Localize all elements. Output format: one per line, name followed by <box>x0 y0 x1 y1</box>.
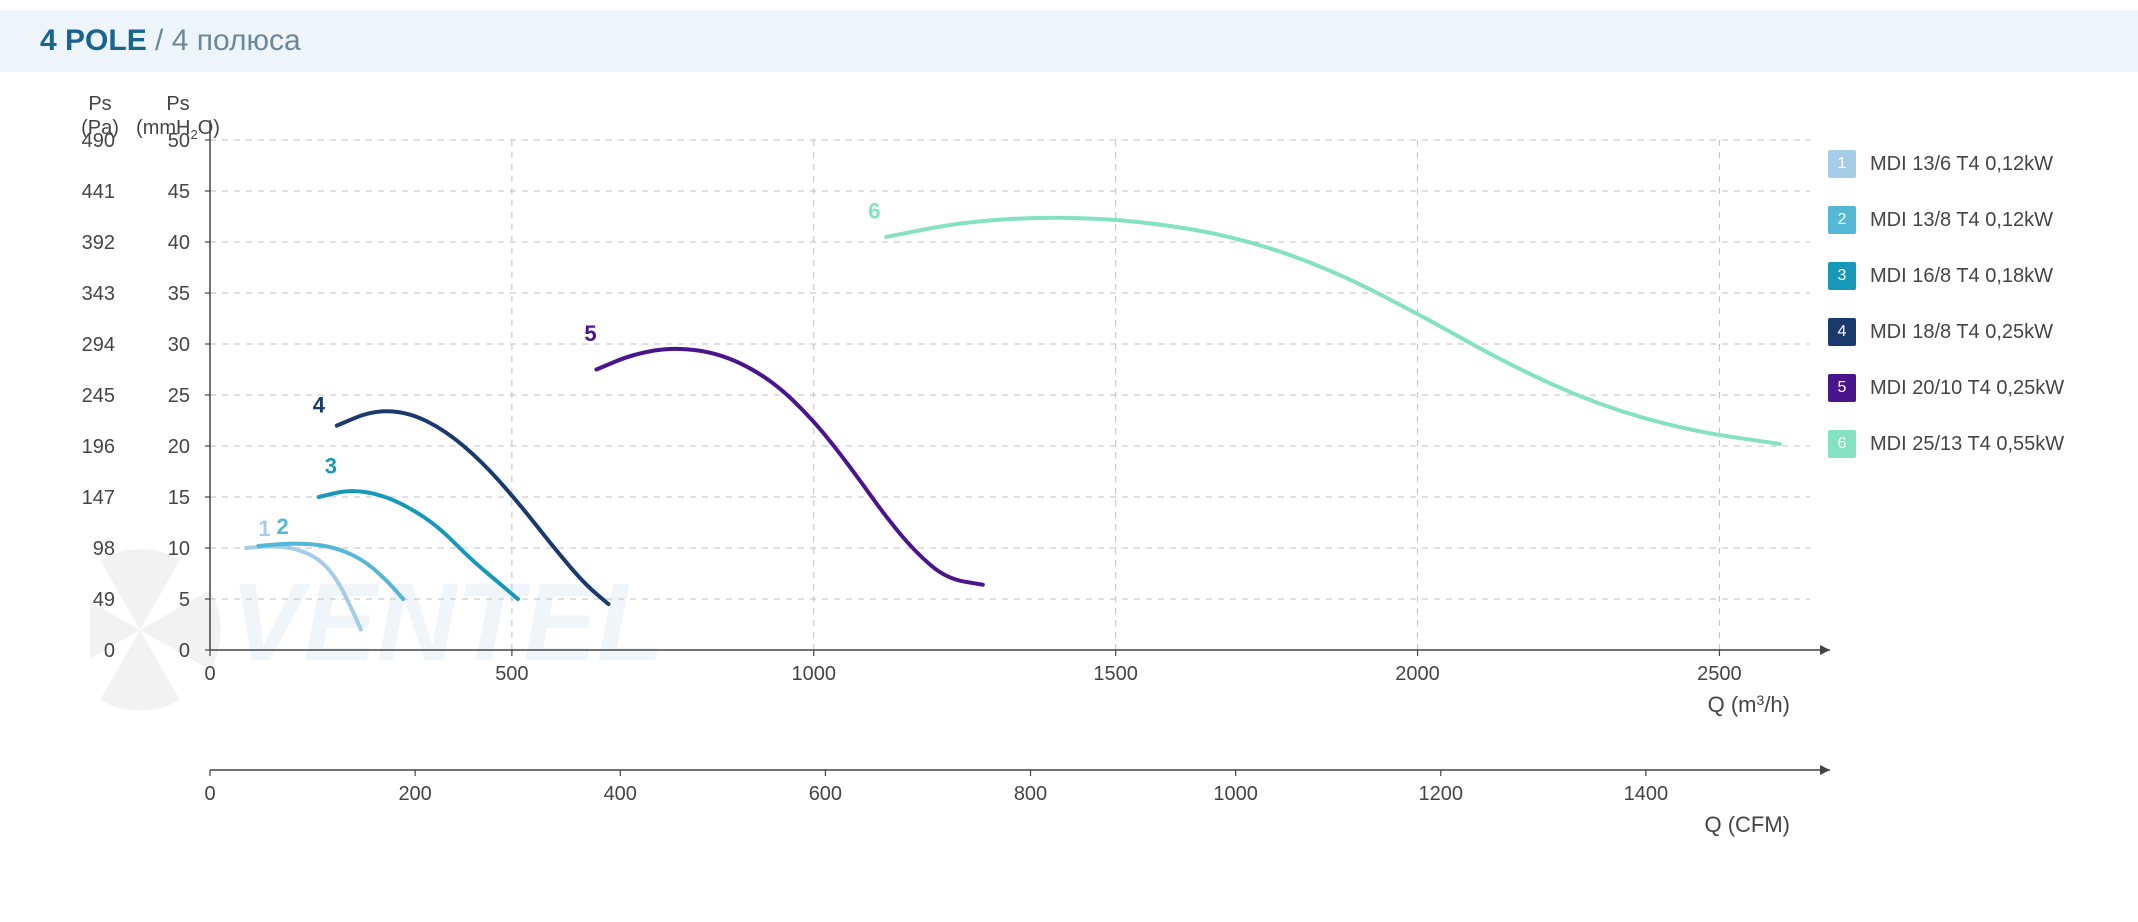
title-rest: 4 полюса <box>172 24 301 57</box>
legend: 1MDI 13/6 T4 0,12kW2MDI 13/8 T4 0,12kW3M… <box>1828 150 2108 486</box>
svg-text:98: 98 <box>93 538 115 560</box>
chart-container: 0054910981514720196252453029435343403924… <box>50 90 1880 910</box>
legend-swatch: 3 <box>1828 262 1856 290</box>
legend-item: 4 MDI 18/8 T4 0,25kW <box>1828 318 2108 346</box>
svg-text:Ps: Ps <box>88 93 111 115</box>
svg-text:20: 20 <box>168 436 190 458</box>
series-label: 2 <box>276 514 288 539</box>
svg-text:1000: 1000 <box>792 663 837 685</box>
legend-item: 2 MDI 13/8 T4 0,12kW <box>1828 206 2108 234</box>
series-line <box>886 218 1780 444</box>
svg-text:45: 45 <box>168 181 190 203</box>
svg-text:1500: 1500 <box>1093 663 1138 685</box>
svg-text:2500: 2500 <box>1697 663 1742 685</box>
svg-text:2000: 2000 <box>1395 663 1440 685</box>
svg-text:30: 30 <box>168 334 190 356</box>
svg-text:(mmH2O): (mmH2O) <box>136 117 220 142</box>
svg-text:Q (CFM): Q (CFM) <box>1704 812 1790 837</box>
legend-swatch: 2 <box>1828 206 1856 234</box>
series-label: 1 <box>258 516 270 541</box>
svg-text:Q (m3/h): Q (m3/h) <box>1708 692 1790 717</box>
svg-text:25: 25 <box>168 385 190 407</box>
legend-label: MDI 18/8 T4 0,25kW <box>1870 321 2053 344</box>
svg-text:(Pa): (Pa) <box>81 117 119 139</box>
series-line <box>319 491 518 599</box>
page-root: 4 POLE / 4 полюса VENTEL 005491098151472… <box>0 0 2138 922</box>
svg-text:5: 5 <box>179 589 190 611</box>
svg-text:49: 49 <box>93 589 115 611</box>
legend-item: 3 MDI 16/8 T4 0,18kW <box>1828 262 2108 290</box>
svg-text:343: 343 <box>82 283 115 305</box>
svg-text:1000: 1000 <box>1213 783 1258 805</box>
svg-text:800: 800 <box>1014 783 1047 805</box>
series-line <box>337 411 609 604</box>
svg-text:0: 0 <box>204 783 215 805</box>
svg-text:392: 392 <box>82 232 115 254</box>
svg-text:600: 600 <box>809 783 842 805</box>
series-label: 3 <box>325 454 337 479</box>
legend-item: 5 MDI 20/10 T4 0,25kW <box>1828 374 2108 402</box>
series-label: 4 <box>313 393 326 418</box>
svg-text:1400: 1400 <box>1624 783 1669 805</box>
svg-text:40: 40 <box>168 232 190 254</box>
legend-label: MDI 16/8 T4 0,18kW <box>1870 265 2053 288</box>
chart-svg: 0054910981514720196252453029435343403924… <box>50 90 1880 910</box>
title-emph: 4 POLE <box>40 24 147 57</box>
svg-text:1200: 1200 <box>1419 783 1464 805</box>
legend-item: 1 MDI 13/6 T4 0,12kW <box>1828 150 2108 178</box>
title-bar: 4 POLE / 4 полюса <box>0 10 2138 72</box>
svg-text:196: 196 <box>82 436 115 458</box>
legend-swatch: 5 <box>1828 374 1856 402</box>
legend-item: 6 MDI 25/13 T4 0,55kW <box>1828 430 2108 458</box>
svg-text:15: 15 <box>168 487 190 509</box>
legend-swatch: 4 <box>1828 318 1856 346</box>
legend-label: MDI 13/8 T4 0,12kW <box>1870 209 2053 232</box>
svg-text:0: 0 <box>104 640 115 662</box>
svg-text:0: 0 <box>204 663 215 685</box>
svg-text:200: 200 <box>398 783 431 805</box>
svg-text:400: 400 <box>604 783 637 805</box>
series-line <box>246 546 361 629</box>
svg-text:245: 245 <box>82 385 115 407</box>
svg-text:294: 294 <box>82 334 115 356</box>
svg-text:35: 35 <box>168 283 190 305</box>
svg-text:10: 10 <box>168 538 190 560</box>
series-label: 5 <box>584 321 596 346</box>
svg-text:500: 500 <box>495 663 528 685</box>
title-sep: / <box>147 24 172 57</box>
svg-text:441: 441 <box>82 181 115 203</box>
legend-swatch: 6 <box>1828 430 1856 458</box>
series-line <box>596 349 982 585</box>
svg-text:147: 147 <box>82 487 115 509</box>
legend-label: MDI 20/10 T4 0,25kW <box>1870 377 2064 400</box>
legend-swatch: 1 <box>1828 150 1856 178</box>
series-label: 6 <box>868 199 880 224</box>
legend-label: MDI 13/6 T4 0,12kW <box>1870 153 2053 176</box>
legend-label: MDI 25/13 T4 0,55kW <box>1870 433 2064 456</box>
svg-text:0: 0 <box>179 640 190 662</box>
svg-text:Ps: Ps <box>166 93 189 115</box>
